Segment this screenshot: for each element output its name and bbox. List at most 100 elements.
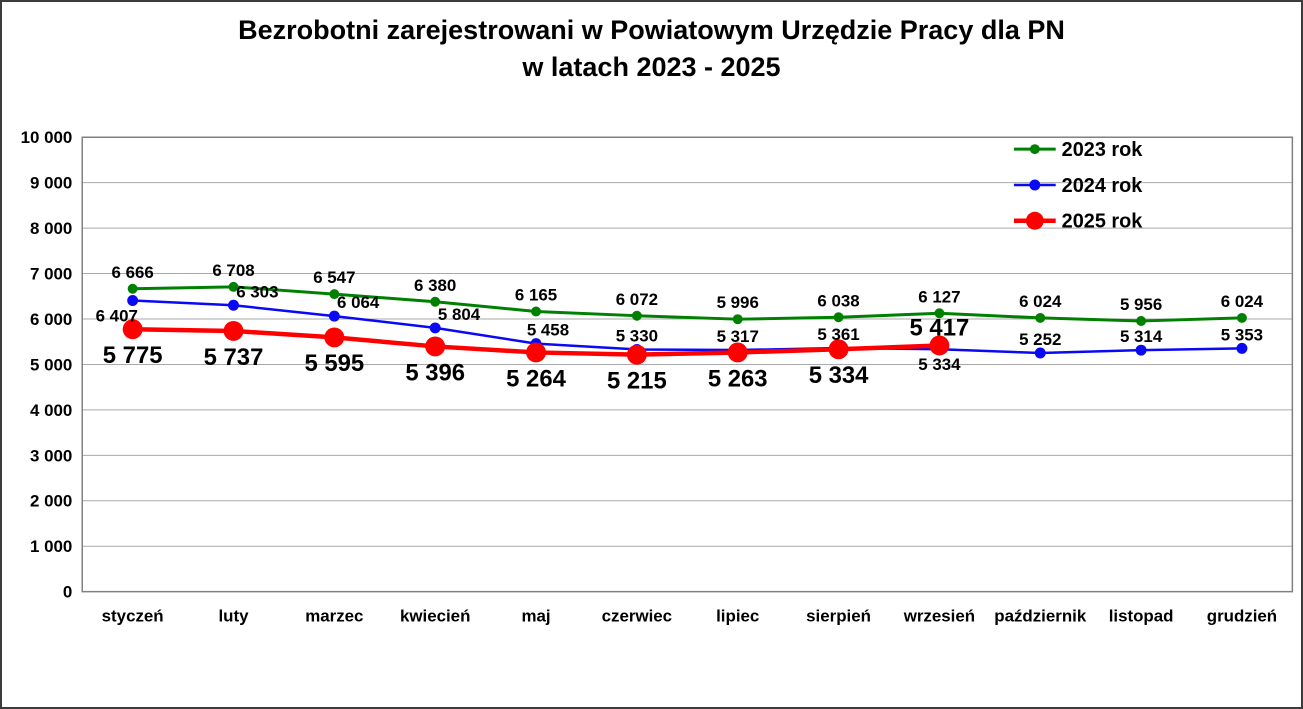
data-point-marker (127, 295, 139, 306)
data-point-marker (127, 283, 138, 294)
x-category-label: kwiecień (400, 606, 470, 625)
data-point-marker (122, 319, 143, 340)
y-axis-labels: 0 1 000 2 000 3 000 4 000 5 000 6 000 7 000 8 00… (21, 128, 73, 601)
data-label: 5 215 (607, 367, 667, 394)
data-label: 6 303 (236, 282, 278, 301)
x-category-label: listopad (1109, 606, 1174, 625)
data-point-marker (1035, 312, 1046, 323)
data-label: 6 038 (817, 291, 859, 310)
legend-marker-icon (1029, 179, 1041, 191)
y-tick-label: 3 000 (30, 446, 72, 465)
data-point-marker (833, 312, 844, 323)
data-point-marker (324, 327, 345, 348)
series-2024-rok-line (131, 299, 1244, 355)
data-label: 6 024 (1221, 292, 1264, 311)
data-label: 6 024 (1019, 292, 1062, 311)
data-label: 6 547 (313, 268, 355, 287)
data-point-marker (929, 335, 950, 356)
x-category-label: styczeń (102, 606, 164, 625)
legend-marker-icon (1029, 144, 1040, 155)
data-point-marker (329, 289, 340, 300)
data-point-marker (631, 310, 642, 321)
data-point-marker (1236, 312, 1247, 323)
data-label: 5 314 (1120, 327, 1163, 346)
series-2023-rok-markers (127, 281, 1247, 326)
series-2023-rok-labels: 6 666 6 708 6 547 6 380 6 165 6 072 5 996 6 038… (112, 261, 1264, 314)
data-point-marker (934, 308, 945, 319)
legend-label: 2023 rok (1062, 139, 1144, 161)
data-label: 5 996 (717, 293, 759, 312)
chart-title-line-1: Bezrobotni zarejestrowani w Powiatowym U… (238, 15, 1065, 45)
data-label: 5 334 (918, 355, 961, 374)
data-label: 5 252 (1019, 330, 1061, 349)
data-point-marker (828, 339, 849, 360)
x-category-label: lipiec (716, 606, 759, 625)
legend-item-2025-rok: 2025 rok (1013, 211, 1144, 233)
y-gridlines (82, 136, 1293, 547)
x-category-label: październik (994, 606, 1087, 625)
legend-label: 2025 rok (1062, 211, 1144, 233)
data-label: 6 165 (515, 286, 557, 305)
data-label: 5 330 (616, 326, 658, 345)
legend-marker-icon (1025, 211, 1044, 230)
y-tick-label: 1 000 (30, 537, 72, 556)
y-tick-label: 0 (63, 583, 72, 602)
data-point-marker (430, 296, 441, 307)
x-category-label: marzec (305, 606, 363, 625)
data-label: 5 775 (103, 342, 163, 369)
data-label: 5 804 (438, 305, 481, 324)
series-2024-rok-labels: 6 407 6 303 6 064 5 804 5 458 5 330 5 317 5 361… (96, 282, 1263, 374)
data-label: 6 064 (337, 293, 380, 312)
y-tick-label: 9 000 (30, 174, 72, 193)
data-label: 5 417 (910, 315, 970, 342)
data-label: 5 264 (506, 365, 566, 392)
x-category-label: luty (218, 606, 249, 625)
data-point-marker (732, 314, 743, 325)
x-axis-labels: styczeń luty marzec kwiecień maj czerwiec lipi… (102, 606, 1277, 625)
y-tick-label: 7 000 (30, 265, 72, 284)
data-point-marker (1034, 347, 1046, 359)
data-label: 6 407 (96, 306, 138, 325)
series-2025-rok-labels: 5 775 5 737 5 595 5 396 5 264 5 215 5 263 5 334… (103, 315, 969, 395)
data-point-marker (429, 322, 441, 334)
data-label: 6 380 (414, 276, 456, 295)
data-label: 5 458 (527, 321, 569, 340)
y-tick-label: 4 000 (30, 401, 72, 420)
data-label: 6 708 (212, 261, 254, 280)
legend: 2023 rok 2024 rok 2025 rok (1013, 139, 1144, 233)
chart-title: Bezrobotni zarejestrowani w Powiatowym U… (2, 12, 1301, 86)
data-point-marker (425, 336, 446, 357)
series-2025-rok-markers (122, 319, 950, 365)
y-tick-label: 5 000 (30, 355, 72, 374)
data-label: 5 956 (1120, 295, 1162, 314)
data-point-marker (727, 342, 748, 363)
data-label: 5 595 (304, 350, 364, 377)
data-point-marker (228, 299, 239, 311)
y-tick-label: 6 000 (30, 310, 72, 329)
x-category-label: grudzień (1207, 606, 1277, 625)
plot-border (81, 136, 1294, 593)
legend-label: 2024 rok (1062, 175, 1144, 197)
chart-title-line-2: w latach 2023 - 2025 (522, 52, 781, 82)
y-tick-label: 8 000 (30, 219, 72, 238)
data-label: 5 334 (809, 362, 869, 389)
x-category-label: sierpień (806, 606, 871, 625)
data-label: 5 263 (708, 365, 768, 392)
data-label: 5 353 (1221, 325, 1263, 344)
data-point-marker (1136, 316, 1147, 326)
data-point-marker (328, 310, 340, 322)
legend-item-2024-rok: 2024 rok (1013, 175, 1144, 197)
data-point-marker (526, 342, 546, 363)
data-point-marker (223, 321, 244, 341)
series-2023-rok-line (131, 285, 1244, 323)
data-label: 5 396 (405, 359, 465, 386)
data-label: 5 317 (717, 327, 759, 346)
data-point-marker (626, 344, 647, 365)
data-label: 6 666 (112, 263, 154, 282)
data-label: 5 737 (204, 344, 264, 371)
data-label: 6 072 (616, 290, 658, 309)
data-label: 6 127 (918, 287, 960, 306)
x-category-label: maj (521, 606, 550, 625)
